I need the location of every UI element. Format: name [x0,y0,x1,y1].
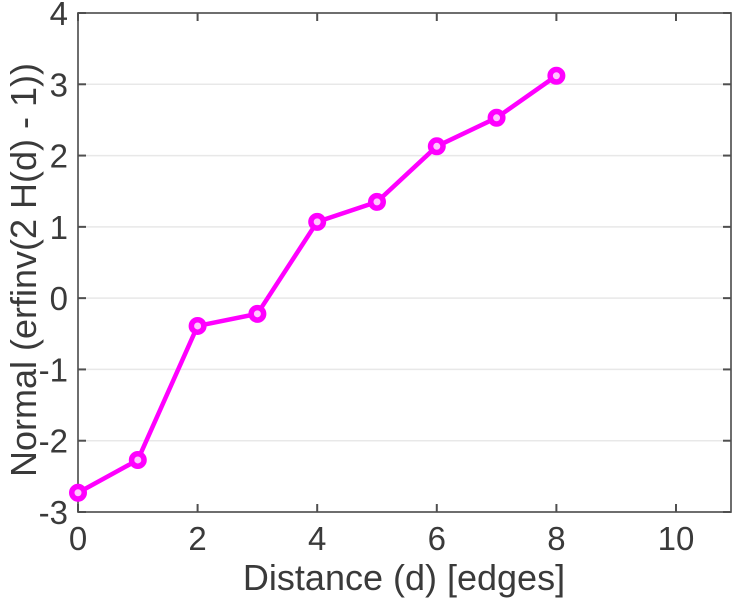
data-point-marker [487,108,506,127]
data-point-marker [308,212,327,231]
y-tick-label: -1 [39,351,68,388]
y-tick-label: 0 [50,280,68,317]
data-point-marker [248,304,267,323]
x-tick-label: 4 [308,520,326,557]
axes-layer [77,12,732,513]
y-tick-label: -2 [39,423,68,460]
y-tick-label: -3 [39,494,68,531]
data-point-marker [547,66,566,85]
data-point-marker [69,483,87,502]
grid-layer [78,83,731,442]
x-tick-label: 0 [69,520,87,557]
data-point-marker [427,137,446,156]
y-axis-label: Normal (erfinv(2 H(d) - 1)) [3,63,44,477]
y-tick-label: 4 [50,0,68,32]
x-axis-label: Distance (d) [edges] [243,557,565,598]
x-tick-label: 2 [188,520,206,557]
data-point-marker [188,316,207,335]
y-tick-label: 1 [50,209,68,246]
y-tick-label: 2 [50,138,68,175]
data-point-marker [128,450,147,469]
x-tick-label: 10 [658,520,695,557]
tick-label-layer: 0 2 4 6 8 10 -3 -2 -1 0 1 2 3 4 [39,0,695,557]
x-tick-label: 6 [428,520,446,557]
x-tick-label: 8 [547,520,565,557]
data-point-marker [367,192,386,211]
y-tick-label: 3 [50,66,68,103]
data-series-layer [69,66,566,502]
plot-box [77,12,732,513]
